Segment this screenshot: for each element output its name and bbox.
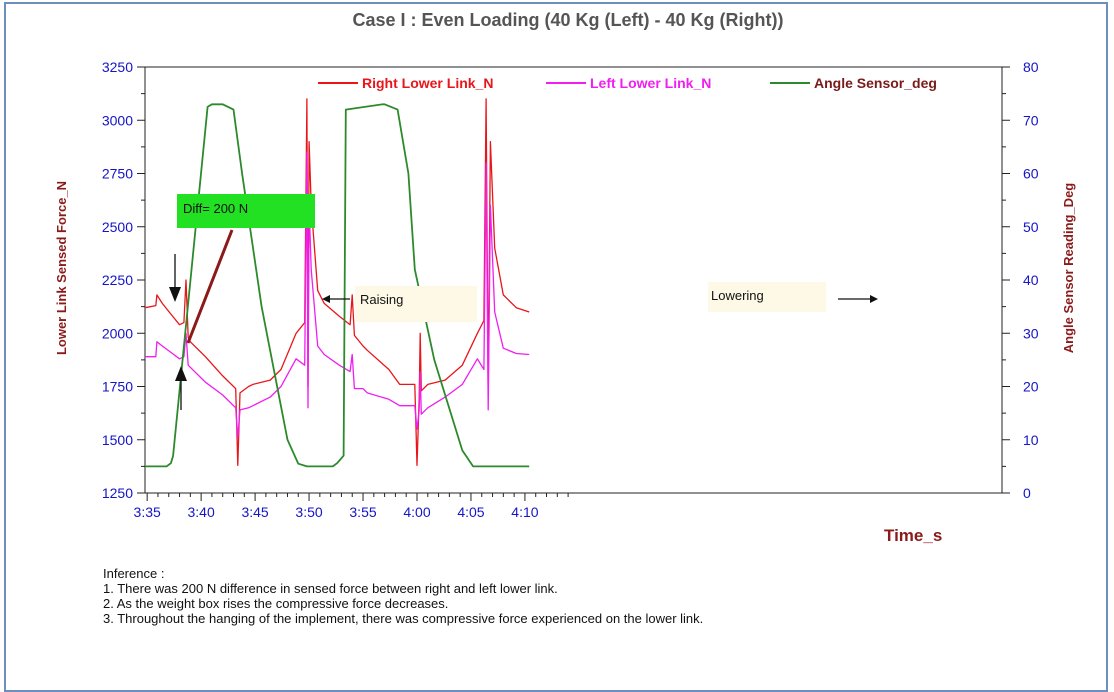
y-left-tick-label: 2000: [102, 325, 133, 341]
y-left-tick-label: 1750: [102, 379, 133, 395]
y-left-tick-label: 2250: [102, 272, 133, 288]
x-tick-label: 3:55: [349, 504, 376, 520]
lowering-note-box: [708, 282, 826, 312]
y-right-tick-label: 50: [1023, 219, 1039, 235]
arrow-up-head: [175, 366, 187, 381]
raising-note-box: [355, 286, 477, 322]
inference-point-1: 1. There was 200 N difference in sensed …: [103, 581, 558, 596]
lowering-note-text: Lowering: [711, 288, 764, 303]
y-right-tick-label: 80: [1023, 59, 1039, 75]
y-right-tick-label: 0: [1023, 485, 1031, 501]
y-right-tick-label: 40: [1023, 272, 1039, 288]
x-tick-label: 3:40: [188, 504, 215, 520]
y-right-tick-label: 70: [1023, 112, 1039, 128]
figure-frame: [4, 2, 1108, 692]
y-left-tick-label: 3250: [102, 59, 133, 75]
diff-annotation-box: [177, 194, 315, 228]
y-left-tick-label: 2500: [102, 219, 133, 235]
x-tick-label: 3:50: [295, 504, 322, 520]
x-tick-label: 3:45: [241, 504, 268, 520]
series-line-3: [145, 103, 530, 468]
y-right-tick-label: 10: [1023, 432, 1039, 448]
x-axis-label: Time_s: [884, 526, 942, 545]
legend-label-2: Left Lower Link_N: [590, 75, 711, 91]
diff-annotation-text: Diff= 200 N: [183, 201, 248, 216]
lowering-arrow-head: [870, 295, 878, 303]
x-tick-label: 4:10: [511, 504, 538, 520]
y-left-tick-label: 1500: [102, 432, 133, 448]
inference-point-3: 3. Throughout the hanging of the impleme…: [103, 611, 704, 626]
y-right-tick-label: 20: [1023, 379, 1039, 395]
y-left-tick-label: 1250: [102, 485, 133, 501]
inference-heading: Inference :: [103, 566, 165, 581]
x-tick-label: 4:00: [403, 504, 430, 520]
x-tick-label: 4:05: [457, 504, 484, 520]
diff-pointer-line: [186, 229, 234, 344]
series-line-2: [145, 151, 530, 439]
plot-area: [144, 66, 1003, 494]
legend-label-3: Angle Sensor_deg: [814, 75, 937, 91]
legend-label-1: Right Lower Link_N: [362, 75, 493, 91]
chart-title: Case I : Even Loading (40 Kg (Left) - 40…: [352, 10, 783, 30]
raising-note-text: Raising: [360, 292, 403, 307]
y-left-tick-label: 2750: [102, 166, 133, 182]
y-right-axis-label: Angle Sensor Reading_Deg: [1061, 183, 1076, 354]
arrow-down-head: [169, 287, 181, 302]
y-right-tick-label: 30: [1023, 325, 1039, 341]
y-left-axis-label: Lower Link Sensed Force_N: [54, 181, 69, 355]
y-right-tick-label: 60: [1023, 166, 1039, 182]
inference-point-2: 2. As the weight box rises the compressi…: [103, 596, 449, 611]
inference-block: Inference : 1. There was 200 N differenc…: [103, 566, 1003, 626]
x-tick-label: 3:35: [134, 504, 161, 520]
raising-arrow-head: [322, 295, 330, 303]
y-left-tick-label: 3000: [102, 112, 133, 128]
chart: Case I : Even Loading (40 Kg (Left) - 40…: [54, 10, 1076, 545]
